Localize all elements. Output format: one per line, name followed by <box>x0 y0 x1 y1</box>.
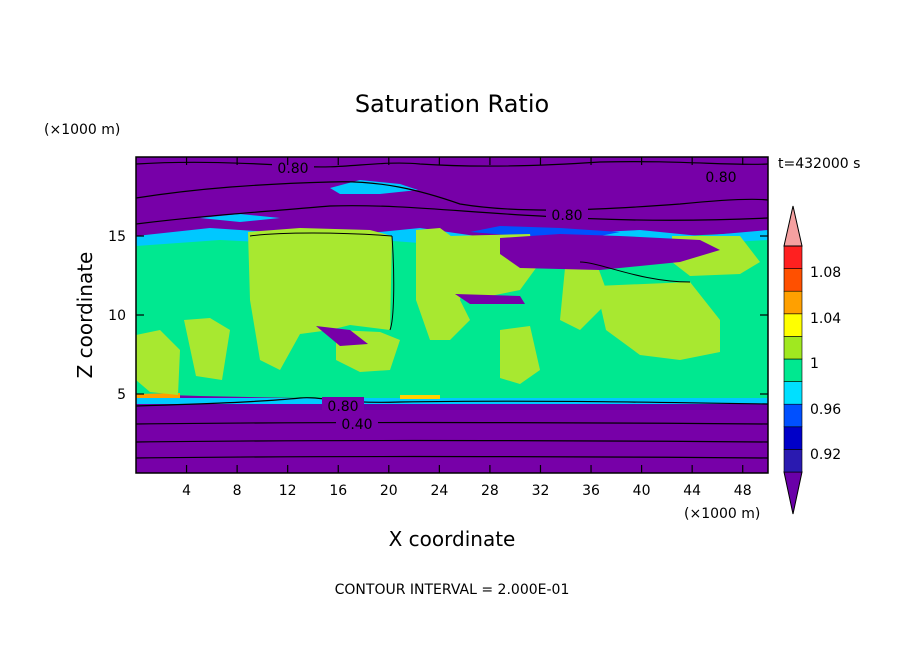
colorbar-swatch <box>783 336 803 360</box>
colorbar-swatch <box>783 449 803 473</box>
colorbar: 1.08 1.04 1 0.96 0.92 <box>783 205 841 515</box>
contour-field <box>136 157 768 473</box>
colorbar-tick-label: 1.08 <box>810 265 841 281</box>
y-tick-label: 10 <box>108 308 126 324</box>
x-axis-ticks: 4 8 12 16 20 24 28 32 36 40 44 48 <box>182 157 752 499</box>
contour-label: 0.80 <box>327 399 358 415</box>
colorbar-tick-label: 0.92 <box>810 447 841 463</box>
contour-label: 0.40 <box>341 417 372 433</box>
contour-label: 0.80 <box>705 170 736 186</box>
y-unit-label: (×1000 m) <box>44 122 120 138</box>
x-axis-title: X coordinate <box>389 527 516 551</box>
y-tick-label: 15 <box>108 229 126 245</box>
x-tick-label: 36 <box>582 483 600 499</box>
x-tick-label: 48 <box>734 483 752 499</box>
x-tick-label: 12 <box>279 483 297 499</box>
contour-labels: 0.80 0.80 0.80 0.80 0.40 <box>272 159 742 433</box>
colorbar-tick-label: 0.96 <box>810 402 841 418</box>
colorbar-swatch <box>783 381 803 405</box>
colorbar-tick-label: 1.04 <box>810 311 841 327</box>
y-axis-title: Z coordinate <box>73 252 97 379</box>
colorbar-swatch <box>783 403 803 428</box>
x-tick-label: 8 <box>233 483 242 499</box>
x-tick-label: 44 <box>683 483 701 499</box>
x-unit-label: (×1000 m) <box>684 506 760 522</box>
time-label: t=432000 s <box>778 156 860 172</box>
contour-label: 0.80 <box>277 161 308 177</box>
y-tick-label: 5 <box>117 387 126 403</box>
x-tick-label: 28 <box>481 483 499 499</box>
x-tick-label: 20 <box>380 483 398 499</box>
y-axis-ticks: 5 10 15 <box>108 229 768 403</box>
colorbar-tick-label: 1 <box>810 356 819 372</box>
contour-interval-note: CONTOUR INTERVAL = 2.000E-01 <box>335 582 570 598</box>
x-tick-label: 40 <box>633 483 651 499</box>
x-tick-label: 24 <box>430 483 448 499</box>
colorbar-swatch <box>783 358 803 382</box>
colorbar-upper-arrow <box>783 205 803 247</box>
colorbar-swatch <box>783 426 803 450</box>
colorbar-swatch <box>783 268 803 292</box>
x-tick-label: 32 <box>532 483 550 499</box>
x-tick-label: 4 <box>182 483 191 499</box>
x-tick-label: 16 <box>329 483 347 499</box>
colorbar-swatch <box>783 313 803 337</box>
colorbar-swatch <box>783 245 803 269</box>
colorbar-lower-arrow <box>783 471 803 515</box>
contour-label: 0.80 <box>551 208 582 224</box>
chart-title: Saturation Ratio <box>355 90 549 118</box>
colorbar-swatch <box>783 290 803 315</box>
